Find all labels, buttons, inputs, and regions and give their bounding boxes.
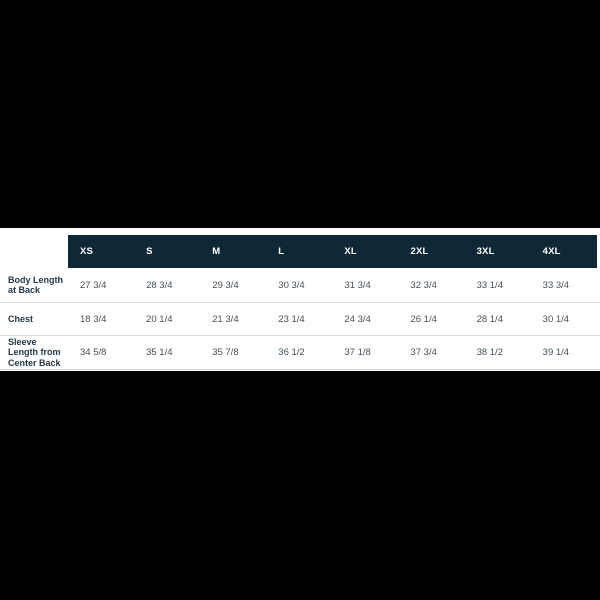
table-row-sleeve-length: Sleeve Length from Center Back 34 5/8 35… — [0, 336, 600, 370]
column-header-2xl: 2XL — [410, 246, 429, 257]
measurement-cell: 18 3/4 — [80, 313, 107, 325]
row-label: Sleeve Length from Center Back — [8, 336, 61, 368]
column-header-s: S — [146, 246, 153, 257]
measurement-cell: 35 7/8 — [212, 347, 239, 358]
column-header-4xl: 4XL — [542, 246, 561, 257]
measurement-cell: 37 3/4 — [410, 347, 437, 358]
measurement-cell: 33 1/4 — [476, 279, 503, 291]
column-header-l: L — [278, 246, 285, 257]
table-row-body-length: Body Length at Back 27 3/4 28 3/4 29 3/4… — [0, 268, 600, 303]
measurement-cell: 20 1/4 — [146, 313, 173, 325]
column-header-xs: XS — [80, 246, 94, 257]
measurement-cell: 30 1/4 — [542, 313, 570, 325]
measurement-cell: 39 1/4 — [542, 347, 570, 358]
row-label: Body Length at Back — [8, 274, 63, 296]
row-label: Chest — [8, 313, 34, 324]
measurement-cell: 31 3/4 — [344, 279, 371, 291]
measurement-cell: 27 3/4 — [80, 279, 107, 291]
measurement-cell: 28 3/4 — [146, 279, 173, 291]
table-header-row: XS S M L XL 2XL 3XL 4XL — [68, 235, 597, 268]
measurement-cell: 36 1/2 — [278, 347, 305, 358]
measurement-cell: 35 1/4 — [146, 347, 173, 358]
table-row-chest: Chest 18 3/4 20 1/4 21 3/4 23 1/4 24 3/4… — [0, 303, 600, 336]
column-header-3xl: 3XL — [476, 246, 495, 257]
measurement-cell: 29 3/4 — [212, 279, 239, 291]
measurement-cell: 24 3/4 — [344, 313, 371, 325]
measurement-cell: 38 1/2 — [476, 347, 503, 358]
measurement-cell: 34 5/8 — [80, 347, 107, 358]
measurement-cell: 26 1/4 — [410, 313, 437, 325]
measurement-cell: 21 3/4 — [212, 313, 239, 325]
measurement-cell: 23 1/4 — [278, 313, 305, 325]
measurement-cell: 32 3/4 — [410, 279, 437, 291]
column-header-m: M — [212, 246, 221, 257]
measurement-cell: 28 1/4 — [476, 313, 503, 325]
size-chart-table: XS S M L XL 2XL 3XL 4XL Body Length at B… — [0, 228, 600, 370]
measurement-cell: 30 3/4 — [278, 279, 305, 291]
measurement-cell: 37 1/8 — [344, 347, 371, 358]
measurement-cell: 33 3/4 — [542, 279, 570, 291]
size-chart-panel: XS S M L XL 2XL 3XL 4XL Body Length at B… — [0, 228, 600, 371]
column-header-xl: XL — [344, 246, 357, 257]
